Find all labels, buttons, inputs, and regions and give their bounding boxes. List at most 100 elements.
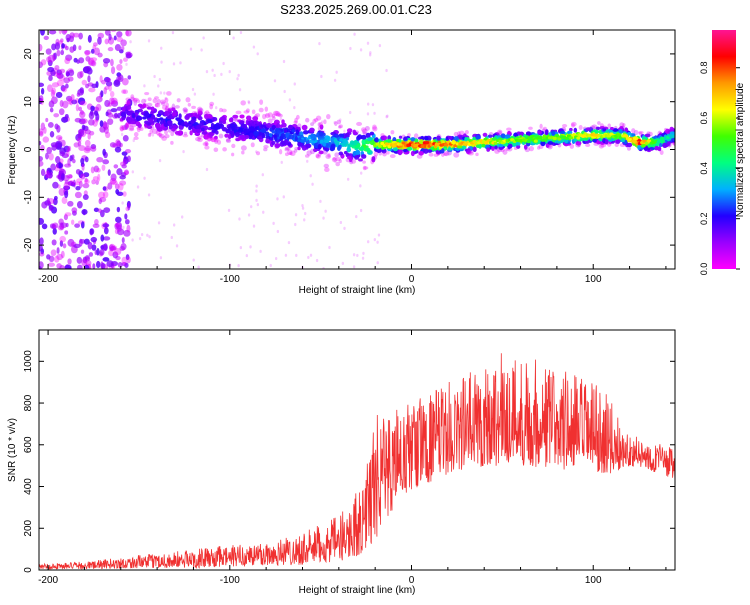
spectrogram-cell xyxy=(504,134,511,139)
spectrogram-cell xyxy=(172,223,176,227)
spectrogram-cell xyxy=(366,137,373,142)
spectrogram-cell xyxy=(39,131,44,137)
spectrogram-cell xyxy=(446,150,452,156)
spectrogram-cell xyxy=(84,178,90,185)
spectrogram-cell xyxy=(135,99,141,103)
spectrogram-cell xyxy=(60,38,64,43)
spectrogram-cell xyxy=(123,169,129,176)
spectrogram-cell xyxy=(334,152,340,158)
spectrogram-cell xyxy=(373,151,379,157)
spectrogram-cell xyxy=(547,144,553,150)
spectrogram-cell xyxy=(102,159,110,165)
spectrogram-cell xyxy=(577,142,581,147)
spectrogram-cell xyxy=(170,131,175,137)
spectrogram-cell xyxy=(116,206,121,213)
spectrogram-cell xyxy=(362,165,367,171)
spectrogram-cell xyxy=(195,129,201,134)
spectrogram-cell xyxy=(39,95,44,102)
spectrogram-cell xyxy=(392,136,397,143)
spectrogram-cell xyxy=(607,123,611,129)
spectrogram-cell xyxy=(176,98,181,103)
spectrogram-cell xyxy=(214,106,218,110)
spectrogram-cell xyxy=(367,102,370,106)
spectrogram-cell xyxy=(84,139,91,147)
spectrogram-cell xyxy=(293,106,296,110)
spectrogram-cell xyxy=(294,213,298,217)
spectrogram-cell xyxy=(545,129,549,135)
spectrogram-cell xyxy=(121,78,129,86)
spectrogram-ridge-cell xyxy=(425,140,430,145)
spectrogram-cell xyxy=(247,101,251,105)
spectrogram-cell xyxy=(573,127,578,133)
spectrogram-cell xyxy=(383,135,388,140)
spectrogram-cell xyxy=(475,152,479,157)
spectrogram-cell xyxy=(114,247,122,256)
spectrogram-cell xyxy=(159,134,165,139)
spectrogram-cell xyxy=(305,143,312,149)
spectrogram-cell xyxy=(87,118,95,126)
spectrogram-cell xyxy=(304,211,307,216)
y-tick-label: 1000 xyxy=(23,350,34,373)
spectrogram-cell xyxy=(58,136,63,142)
spectrogram-ridge-cell xyxy=(557,137,562,141)
y-tick-label: 20 xyxy=(23,48,34,60)
spectrogram-cell xyxy=(80,249,85,254)
spectrogram-cell xyxy=(64,264,72,269)
spectrogram-cell xyxy=(59,240,64,247)
spectrogram-cell xyxy=(640,143,647,148)
spectrogram-cell xyxy=(279,117,283,121)
spectrogram-cell xyxy=(335,161,341,167)
spectrogram-cell xyxy=(189,130,193,136)
spectrogram-cell xyxy=(365,140,371,145)
spectrogram-cell xyxy=(240,123,246,128)
spectrogram-cell xyxy=(100,262,106,269)
spectrogram-cell xyxy=(492,137,497,141)
spectrogram-cell xyxy=(82,183,90,189)
spectrogram-cell xyxy=(81,124,86,131)
spectrogram-frame xyxy=(38,29,676,270)
spectrogram-cell xyxy=(210,137,216,143)
spectrogram-cell xyxy=(78,106,83,112)
spectrogram-cell xyxy=(126,224,131,233)
spectrogram-cell xyxy=(319,199,322,203)
spectrogram-cell xyxy=(403,136,408,141)
spectrogram-cell xyxy=(71,207,78,214)
spectrogram-cell xyxy=(65,83,69,89)
spectrogram-cell xyxy=(51,87,56,95)
spectrogram-cell xyxy=(113,79,121,87)
spectrogram-cell xyxy=(418,139,424,145)
spectrogram-cell xyxy=(47,67,55,73)
spectrogram-cell xyxy=(148,118,154,123)
spectrogram-cell xyxy=(91,83,98,89)
spectrogram-ridge-cell xyxy=(444,143,449,147)
spectrogram-cell xyxy=(81,208,88,215)
spectrogram-cell xyxy=(373,238,377,242)
spectrogram-cell xyxy=(62,243,67,249)
spectrogram-cell xyxy=(85,55,91,62)
spectrogram-cell xyxy=(149,128,154,135)
spectrogram-cell xyxy=(424,136,429,141)
spectrogram-cell xyxy=(83,147,91,154)
spectrogram-cell xyxy=(154,102,159,108)
spectrogram-cell xyxy=(79,109,84,115)
spectrogram-cell xyxy=(352,129,357,135)
spectrogram-cell xyxy=(407,133,411,137)
spectrogram-cell xyxy=(286,146,289,150)
spectrogram-cell xyxy=(239,134,245,140)
spectrogram-cell xyxy=(116,140,122,149)
spectrogram-cell xyxy=(339,138,343,142)
spectrogram-cell xyxy=(71,99,78,105)
spectrogram-cell xyxy=(61,173,65,181)
spectrogram-cell xyxy=(293,149,298,153)
spectrogram-cell xyxy=(398,149,402,156)
spectrogram-cell xyxy=(284,148,290,152)
spectrogram-cell xyxy=(249,205,253,209)
spectrogram-cell xyxy=(46,197,50,205)
spectrogram-cell xyxy=(165,105,169,111)
spectrogram-cell xyxy=(77,140,82,147)
spectrogram-cell xyxy=(50,89,56,98)
spectrogram-cell xyxy=(133,100,138,106)
spectrogram-cell xyxy=(156,113,162,117)
spectrogram-cell xyxy=(64,180,69,185)
